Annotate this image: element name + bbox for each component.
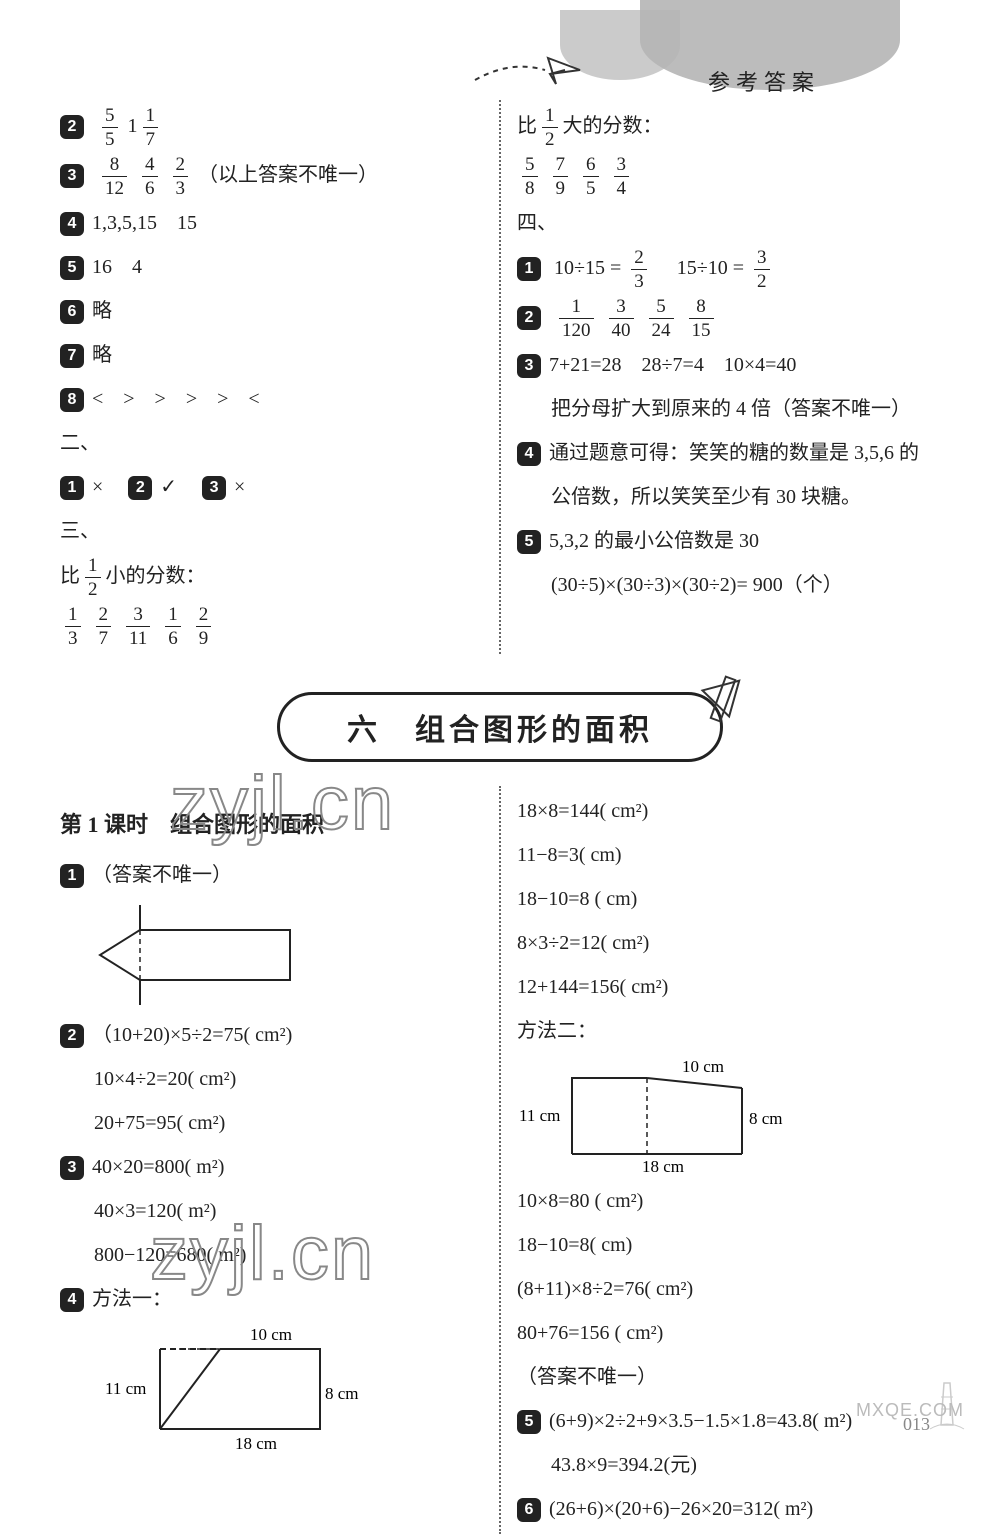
svg-text:8 cm: 8 cm <box>325 1384 359 1403</box>
column-separator-2 <box>499 786 501 1534</box>
svg-text:10 cm: 10 cm <box>250 1325 292 1344</box>
badge-4: 4 <box>60 212 84 236</box>
watermark-small: MXQE.COM <box>856 1400 964 1421</box>
trapezoid-diagram-2: 11 cm 10 cm 8 cm 18 cm <box>517 1056 940 1176</box>
badge-5: 5 <box>60 256 84 280</box>
badge-2: 2 <box>60 115 84 139</box>
arrow-shape-diagram <box>60 900 483 1010</box>
section-title: 六 组合图形的面积 <box>347 705 653 749</box>
badge-3: 3 <box>60 164 84 188</box>
badge-7: 7 <box>60 344 84 368</box>
upper-right-column: 比12大的分数： 58 79 65 34 四、 1 10÷15 = 23 15÷… <box>517 100 940 654</box>
upper-left-column: 2 55 117 3 812 46 23 （以上答案不唯一） 41,3,5,15… <box>60 100 483 654</box>
lesson-title: 第 1 课时 组合图形的面积 <box>60 804 483 846</box>
section-banner: 六 组合图形的面积 <box>277 692 723 762</box>
svg-text:8 cm: 8 cm <box>749 1109 783 1128</box>
svg-text:18 cm: 18 cm <box>642 1157 684 1176</box>
trapezoid-diagram-1: 11 cm 10 cm 8 cm 18 cm <box>60 1324 483 1454</box>
heading-three: 三、 <box>60 512 483 550</box>
paper-plane-icon <box>470 50 590 90</box>
svg-text:10 cm: 10 cm <box>682 1057 724 1076</box>
svg-text:18 cm: 18 cm <box>235 1434 277 1453</box>
svg-text:11 cm: 11 cm <box>519 1106 560 1125</box>
badge-6: 6 <box>60 300 84 324</box>
heading-two: 二、 <box>60 424 483 462</box>
column-separator <box>499 100 501 654</box>
lower-left-column: 第 1 课时 组合图形的面积 1（答案不唯一） 2（10+20)×5÷2=75(… <box>60 786 483 1534</box>
page-title: 参考答案 <box>708 65 820 97</box>
badge-8: 8 <box>60 388 84 412</box>
svg-text:11 cm: 11 cm <box>105 1379 146 1398</box>
heading-four: 四、 <box>517 204 940 242</box>
ruler-pencil-icon <box>690 671 760 731</box>
lower-right-column: 18×8=144( cm²) 11−8=3( cm) 18−10=8 ( cm)… <box>517 786 940 1534</box>
